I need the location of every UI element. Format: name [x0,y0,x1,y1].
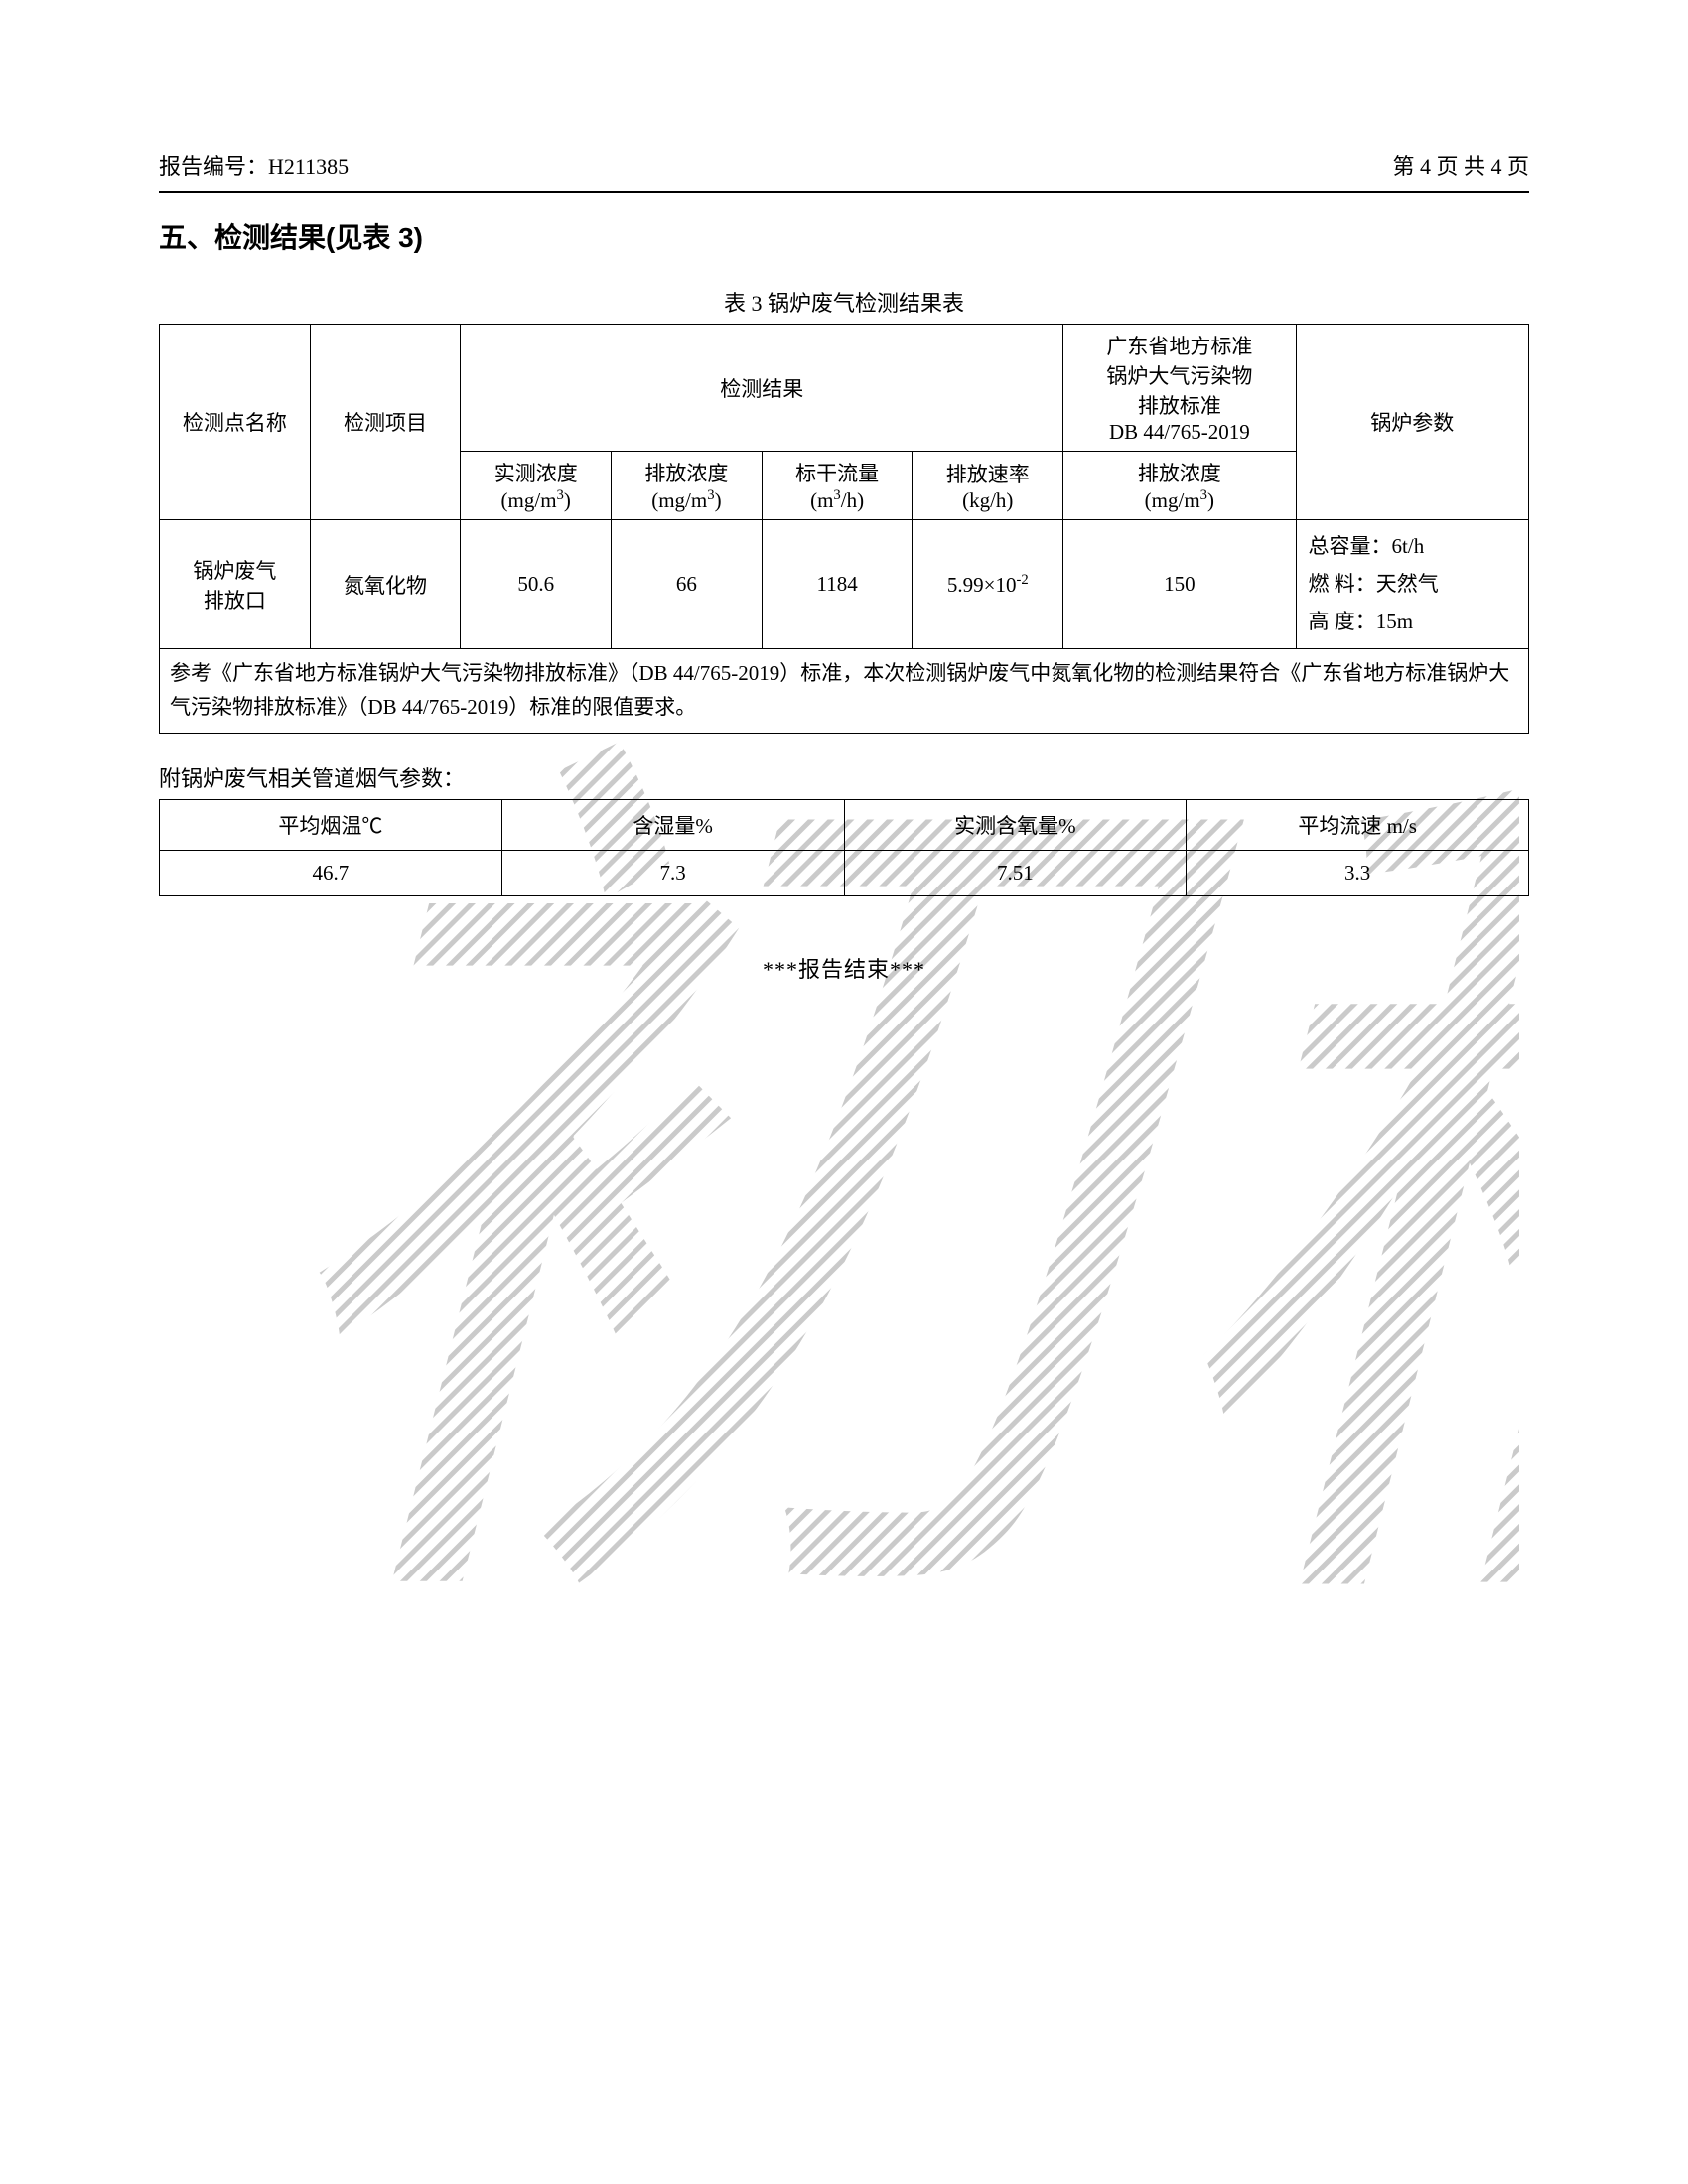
aux-v1: 7.3 [501,850,844,895]
sub-measured: 实测浓度 (mg/m3) [461,452,612,520]
aux-h2: 实测含氧量% [844,799,1187,850]
aux-v2: 7.51 [844,850,1187,895]
aux-v3: 3.3 [1187,850,1529,895]
aux-heading: 附锅炉废气相关管道烟气参数： [159,761,1529,793]
cell-rate: 5.99×10-2 [913,520,1063,649]
sub-std-conc: 排放浓度 (mg/m3) [1063,452,1296,520]
col-point: 检测点名称 [160,325,311,520]
sub-emission-conc: 排放浓度 (mg/m3) [612,452,763,520]
table3-caption: 表 3 锅炉废气检测结果表 [159,286,1529,318]
table-row: 锅炉废气排放口 氮氧化物 50.6 66 1184 5.99×10-2 150 … [160,520,1529,649]
cell-measured: 50.6 [461,520,612,649]
aux-params-table: 平均烟温℃ 含湿量% 实测含氧量% 平均流速 m/s 46.7 7.3 7.51… [159,799,1529,896]
cell-flow: 1184 [762,520,913,649]
cell-emission-conc: 66 [612,520,763,649]
col-boiler-params: 锅炉参数 [1296,325,1528,520]
table-row: 平均烟温℃ 含湿量% 实测含氧量% 平均流速 m/s [160,799,1529,850]
report-end: ***报告结束*** [159,952,1529,984]
section-title: 五、检测结果(见表 3) [159,216,1529,256]
cell-std-conc: 150 [1063,520,1296,649]
page-number: 第 4 页 共 4 页 [1392,149,1529,181]
col-result-group: 检测结果 [461,325,1063,452]
table3-footnote: 参考《广东省地方标准锅炉大气污染物排放标准》（DB 44/765-2019）标准… [160,649,1529,733]
aux-h3: 平均流速 m/s [1187,799,1529,850]
table3-results: 检测点名称 检测项目 检测结果 广东省地方标准 锅炉大气污染物 排放标准 DB … [159,324,1529,734]
sub-rate: 排放速率 (kg/h) [913,452,1063,520]
aux-h1: 含湿量% [501,799,844,850]
col-item: 检测项目 [310,325,461,520]
page-header: 报告编号：H211385 第 4 页 共 4 页 [159,149,1529,193]
aux-h0: 平均烟温℃ [160,799,502,850]
cell-point: 锅炉废气排放口 [160,520,311,649]
report-number: 报告编号：H211385 [159,149,349,181]
aux-v0: 46.7 [160,850,502,895]
table-row: 46.7 7.3 7.51 3.3 [160,850,1529,895]
cell-boiler-params: 总容量：6t/h 燃 料：天然气 高 度：15m [1296,520,1528,649]
col-standard: 广东省地方标准 锅炉大气污染物 排放标准 DB 44/765-2019 [1063,325,1296,452]
cell-item: 氮氧化物 [310,520,461,649]
sub-flow: 标干流量 (m3/h) [762,452,913,520]
